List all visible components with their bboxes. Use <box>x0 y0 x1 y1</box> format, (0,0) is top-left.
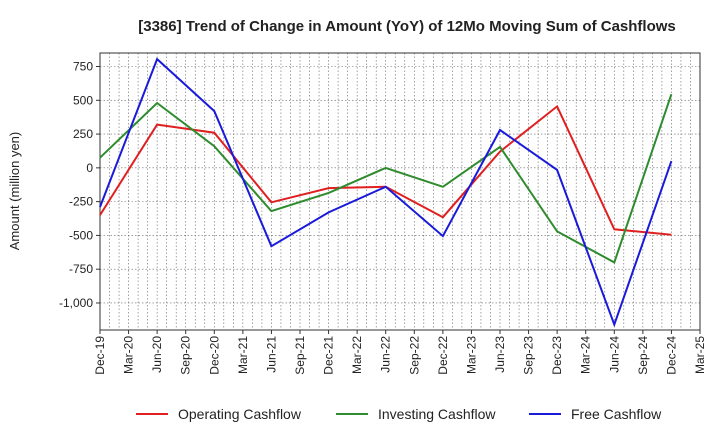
y-tick-label: -250 <box>69 195 93 209</box>
legend: Operating Cashflow Investing Cashflow Free… <box>136 406 662 422</box>
chart-title: [3386] Trend of Change in Amount (YoY) o… <box>138 18 676 35</box>
x-tick-label: Sep-23 <box>522 336 536 375</box>
x-tick-label: Dec-19 <box>93 336 107 375</box>
legend-label: Operating Cashflow <box>178 406 302 422</box>
x-tick-label: Dec-21 <box>322 336 336 375</box>
x-tick-label: Jun-23 <box>493 336 507 373</box>
x-tick-label: Mar-21 <box>236 336 250 374</box>
y-axis-label: Amount (million yen) <box>7 132 22 251</box>
series-line-free-cashflow <box>99 57 673 328</box>
x-tick-label: Jun-24 <box>607 336 621 373</box>
x-tick-label: Sep-20 <box>179 336 193 375</box>
x-tick-label: Dec-23 <box>550 336 564 375</box>
x-tick-label: Sep-21 <box>293 336 307 375</box>
x-tick-label: Mar-24 <box>579 336 593 374</box>
x-tick-label: Mar-22 <box>350 336 364 374</box>
x-tick-label: Sep-22 <box>407 336 421 375</box>
y-tick-label: -500 <box>69 228 93 242</box>
grid <box>100 53 700 330</box>
x-tick-label: Jun-21 <box>264 336 278 373</box>
y-tick-label: 750 <box>73 60 93 74</box>
y-tick-label: -750 <box>69 262 93 276</box>
x-tick-label: Dec-20 <box>207 336 221 375</box>
y-tick-labels: 750 500 250 0 -250 -500 -750 -1,000 <box>59 60 100 310</box>
x-tick-label: Sep-24 <box>636 336 650 375</box>
y-tick-label: 250 <box>73 127 93 141</box>
y-tick-label: 500 <box>73 93 93 107</box>
x-tick-labels: Dec-19 Mar-20 Jun-20 Sep-20 Dec-20 Mar-21 Jun-… <box>93 330 707 375</box>
y-tick-label: 0 <box>86 161 93 175</box>
series-layer <box>99 57 673 328</box>
legend-label: Investing Cashflow <box>378 406 496 422</box>
y-tick-label: -1,000 <box>59 296 93 310</box>
x-tick-label: Dec-24 <box>664 336 678 375</box>
x-tick-label: Jun-20 <box>150 336 164 373</box>
series-line-investing-cashflow <box>99 93 673 264</box>
x-tick-label: Mar-23 <box>464 336 478 374</box>
plot-frame <box>99 52 701 331</box>
x-tick-label: Mar-20 <box>122 336 136 374</box>
x-tick-label: Mar-25 <box>693 336 707 374</box>
legend-label: Free Cashflow <box>571 406 662 422</box>
x-tick-label: Dec-22 <box>436 336 450 375</box>
x-tick-label: Jun-22 <box>379 336 393 373</box>
